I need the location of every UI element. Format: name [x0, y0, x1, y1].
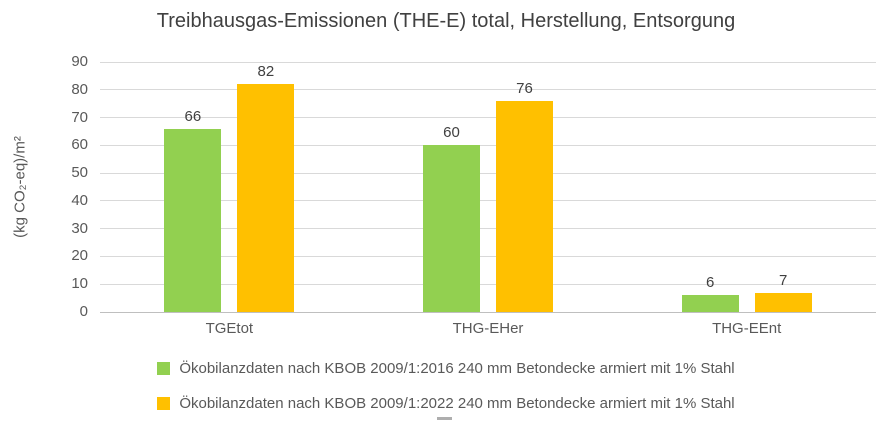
bar-THG-EEnt-series-2: [754, 292, 812, 312]
y-tick-label: 60: [71, 136, 88, 154]
y-tick-label: 30: [71, 219, 88, 237]
clipped-text-artifact: [437, 417, 452, 420]
value-label: 76: [516, 79, 533, 97]
gridline: [100, 144, 876, 146]
bar-TGEtot-series-2: [237, 84, 295, 312]
y-tick-label: 50: [71, 164, 88, 182]
x-axis-line: [100, 311, 876, 313]
gridline: [100, 172, 876, 174]
gridline: [100, 228, 876, 230]
legend-swatch: [157, 397, 171, 410]
bar-THG-EEnt-series-1: [681, 295, 739, 312]
value-label: 6: [705, 274, 715, 292]
legend-label: Ökobilanzdaten nach KBOB 2009/1:2022 240…: [179, 394, 735, 412]
y-tick-label: 80: [71, 80, 88, 98]
y-tick-label: 40: [71, 191, 88, 209]
bar-THG-EHer-series-1: [423, 145, 480, 312]
y-axis-title: (kg CO₂-eq)/m²: [11, 136, 29, 238]
y-tick-label: 70: [71, 108, 88, 126]
x-category-label: THG-EEnt: [712, 320, 782, 337]
chart-title: Treibhausgas-Emissionen (THE-E) total, H…: [156, 10, 736, 32]
gridline: [100, 61, 876, 63]
plot-area: 66 82 60 76 6 7: [100, 61, 876, 313]
legend-swatch: [157, 362, 171, 375]
gridline: [100, 200, 876, 202]
x-category-label: TGEtot: [205, 320, 254, 337]
y-tick-label: 10: [71, 275, 88, 293]
value-label: 7: [778, 271, 788, 289]
legend-label: Ökobilanzdaten nach KBOB 2009/1:2016 240…: [179, 359, 735, 377]
legend-item: Ökobilanzdaten nach KBOB 2009/1:2022 240…: [157, 393, 735, 414]
y-tick-label: 90: [71, 53, 88, 70]
gridline: [100, 89, 876, 91]
value-label: 60: [443, 124, 460, 142]
value-label: 66: [184, 107, 202, 125]
legend-item: Ökobilanzdaten nach KBOB 2009/1:2016 240…: [157, 358, 735, 379]
value-label: 82: [257, 63, 275, 81]
legend: Ökobilanzdaten nach KBOB 2009/1:2016 240…: [0, 358, 892, 414]
y-tick-label: 20: [71, 247, 88, 265]
bar-TGEtot-series-1: [164, 128, 222, 312]
x-category-label: THG-EHer: [452, 320, 524, 337]
gridline: [100, 255, 876, 257]
y-tick-label: 0: [79, 303, 88, 320]
bar-THG-EHer-series-2: [496, 100, 553, 312]
gridline: [100, 283, 876, 285]
gridline: [100, 117, 876, 119]
